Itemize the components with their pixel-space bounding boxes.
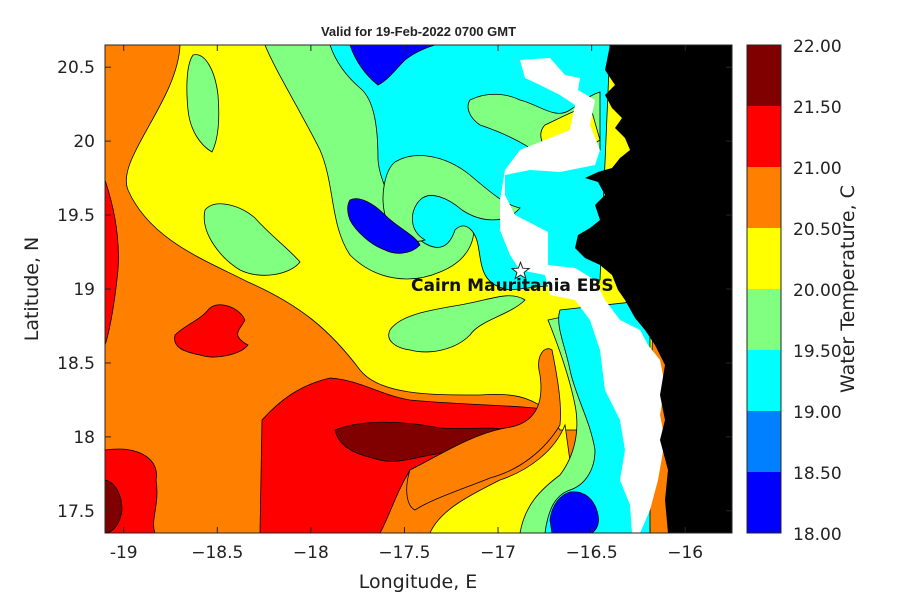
contour-band-19-5-north (186, 54, 220, 153)
station-label: Cairn Mauritania EBS (411, 276, 614, 296)
colorbar-swatch (747, 106, 781, 167)
colorbar-tick-label: 20.00 (793, 281, 842, 301)
x-tick-label: −17.5 (378, 543, 430, 563)
contour-band-18-0-mid (347, 198, 421, 254)
x-tick-label: −16 (667, 543, 703, 563)
x-tick-label: −18 (293, 543, 329, 563)
colorbar-tick-label: 21.50 (793, 98, 842, 118)
colorbar-swatch (747, 228, 781, 289)
contour-band-18-0-south (549, 491, 599, 533)
colorbar-swatch (747, 411, 781, 472)
contour-band-19-5-west (203, 203, 301, 276)
colorbar: 18.00 18.50 19.00 19.50 20.00 20.50 21.00 21.50… (746, 37, 842, 545)
colorbar-tick-label: 18.50 (793, 464, 842, 484)
y-tick-label: 19.5 (57, 206, 95, 226)
y-tick-label: 20 (73, 132, 95, 152)
colorbar-tick-label: 19.50 (793, 342, 842, 362)
contour-band-19-5-mid (388, 295, 526, 353)
colorbar-tick-label: 22.00 (793, 37, 842, 57)
contour-band-21-5-sw (105, 479, 123, 533)
colorbar-swatch (747, 45, 781, 106)
colorbar-swatch (747, 350, 781, 411)
temperature-field (105, 45, 732, 533)
y-tick-label: 18 (73, 428, 95, 448)
x-tick-label: −16.5 (566, 543, 618, 563)
colorbar-label: Water Temperature, C (837, 185, 859, 393)
y-axis-label: Latitude, N (21, 237, 43, 342)
land-mass (575, 45, 732, 533)
y-tick-label: 17.5 (57, 502, 95, 522)
colorbar-tick-label: 18.00 (793, 525, 842, 545)
colorbar-swatch (747, 167, 781, 228)
y-axis-ticks: 20.5 20 19.5 19 18.5 18 17.5 (57, 58, 732, 522)
colorbar-swatch (747, 289, 781, 350)
y-tick-label: 19 (73, 280, 95, 300)
x-tick-label: −18.5 (191, 543, 243, 563)
contour-band-18-0-north (349, 45, 436, 86)
colorbar-tick-label: 21.00 (793, 159, 842, 179)
x-axis-label: Longitude, E (359, 571, 478, 593)
contour-band-21-0-west (105, 179, 119, 346)
star-icon (510, 260, 531, 280)
contour-band-20-5-coastal (406, 348, 561, 511)
colorbar-tick-label: 20.50 (793, 220, 842, 240)
x-tick-label: -19 (110, 543, 138, 563)
x-tick-label: −17 (480, 543, 516, 563)
contour-band-21-0-patch (174, 304, 249, 358)
colorbar-tick-label: 19.00 (793, 403, 842, 423)
colorbar-frame (746, 44, 782, 534)
y-tick-label: 20.5 (57, 58, 95, 78)
x-axis-ticks: -19 −18.5 −18 −17.5 −17 −16.5 −16 (110, 45, 703, 563)
station-marker: Cairn Mauritania EBS (411, 260, 614, 296)
nodata-area (500, 58, 665, 533)
y-tick-label: 18.5 (57, 354, 95, 374)
map-title: Valid for 19-Feb-2022 0700 GMT (320, 24, 517, 39)
colorbar-swatch (747, 472, 781, 533)
